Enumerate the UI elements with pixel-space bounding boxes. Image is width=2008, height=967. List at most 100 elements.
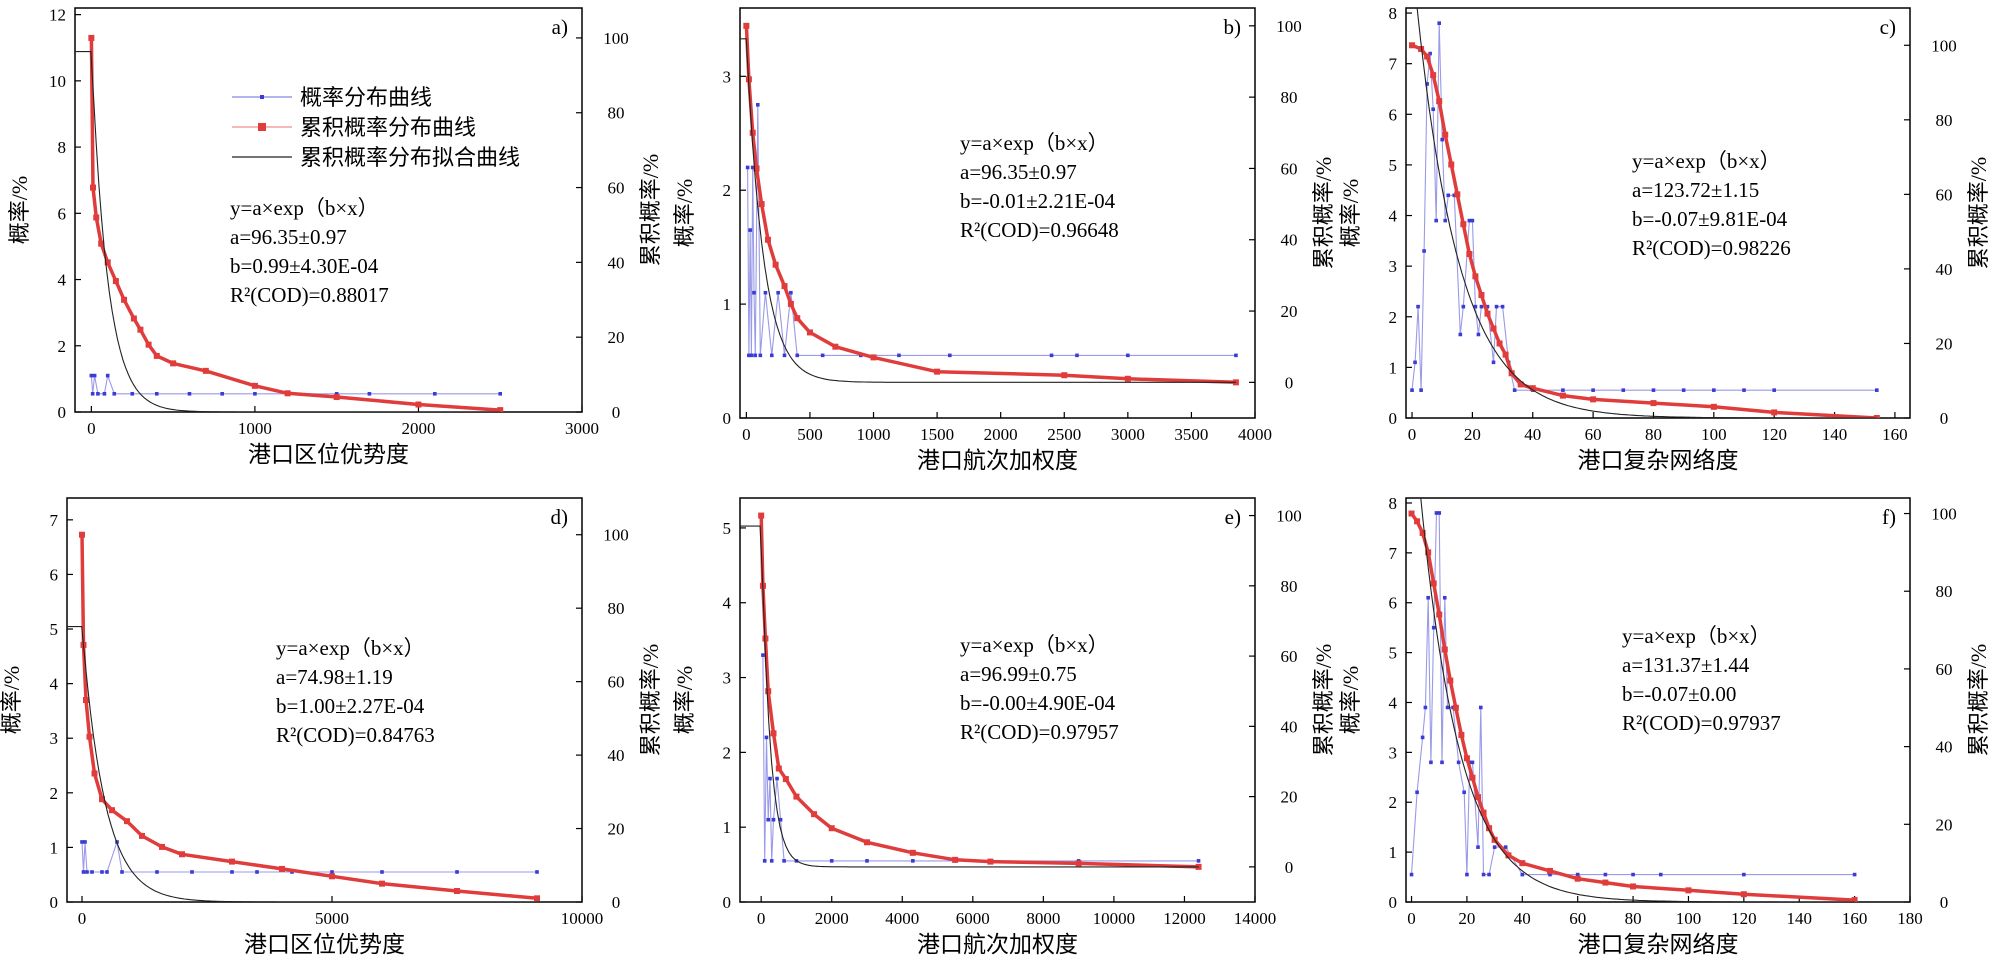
fit-equation-line: y=a×exp（b×x） [960,633,1109,657]
pdf-point [1429,760,1433,765]
fit-equation-line: R²(COD)=0.84763 [276,723,435,747]
pdf-point [1452,193,1457,198]
y-tick-label: 1 [1389,358,1398,377]
y-axis-label: 概率/% [672,179,697,247]
cdf-point [1466,251,1473,257]
pdf-point [367,391,372,396]
y2-axis-label: 累积概率/% [1966,644,1991,756]
y2-tick-label: 60 [1281,647,1298,666]
y2-tick-label: 80 [1936,111,1953,130]
x-axis-label: 港口区位优势度 [244,932,405,957]
pdf-point [775,776,779,781]
x-tick-label: 80 [1625,909,1642,928]
cdf-point [1424,53,1431,60]
pdf-point [782,859,786,863]
pdf-point [768,776,772,781]
cdf-point [159,843,165,850]
cdf-point [1478,292,1485,298]
fit-equation-line: a=96.99±0.75 [960,662,1077,686]
cdf-point [1873,415,1880,418]
y-tick-label: 1 [723,295,732,314]
x-tick-label: 3500 [1174,425,1208,444]
pdf-point [771,817,776,822]
x-tick-label: 2500 [1047,425,1081,444]
pdf-point [220,391,224,396]
fit-equation-line: y=a×exp（b×x） [1632,149,1781,173]
panel-letter: f) [1882,505,1896,529]
pdf-point [1479,304,1484,309]
x-axis-label: 港口复杂网络度 [1578,932,1739,957]
pdf-point [130,391,135,396]
cdf-point [1441,646,1448,653]
y2-tick-label: 100 [1931,505,1957,524]
cdf-point [762,635,769,642]
y-tick-label: 1 [723,818,732,837]
y-tick-label: 0 [1389,409,1398,428]
y-tick-label: 2 [723,743,732,762]
cdf-point [1454,191,1461,198]
cdf-series-line [89,37,501,412]
panel-letter: e) [1225,505,1241,529]
pdf-point [1440,137,1445,142]
cdf-point [772,261,779,268]
cdf-point [863,839,870,846]
y-tick-label: 12 [49,6,66,25]
pdf-point [253,391,257,396]
y-axis-label: 概率/% [7,176,32,244]
pdf-point [782,353,787,358]
x-tick-label: 140 [1786,909,1812,928]
y-tick-label: 3 [1389,257,1398,276]
pdf-point [761,653,765,657]
chart-panel-b: 0 500 1000 1500 2000 2500 3000 3500 4000 0 1 2 3 0 20 4… [672,7,1336,473]
pdf-point [1431,625,1436,630]
y-tick-label: 5 [1389,644,1398,663]
y-tick-label: 2 [1389,308,1398,327]
y2-axis-label: 累积概率/% [1311,644,1336,756]
x-tick-label: 100 [1701,425,1727,444]
cdf-point [1685,887,1692,894]
plot-frame [1405,7,1911,419]
pdf-point [766,817,771,822]
pdf-point [753,353,758,358]
pdf-point [1426,595,1430,600]
chart-panel-c: 0 20 40 60 80 100 120 140 1600123456780204060801… [1338,4,1991,473]
pdf-point [380,870,384,874]
pdf-point [1410,388,1414,392]
y-tick-label: 4 [1389,693,1398,712]
pdf-point [1520,872,1525,877]
y-tick-label: 10 [49,72,66,91]
y2-tick-label: 60 [1281,159,1298,178]
cdf-point [828,825,835,832]
pdf-point [763,290,768,295]
y2-tick-label: 0 [1940,409,1949,428]
y-tick-label: 8 [1389,494,1398,513]
cdf-point [91,770,98,777]
y-tick-label: 2 [50,784,59,803]
y-tick-label: 6 [50,565,59,584]
pdf-point [948,353,952,358]
fit-equation-line: R²(COD)=0.88017 [230,283,389,307]
cdf-point [1851,897,1858,902]
cdf-point [765,688,772,695]
y2-tick-label: 60 [608,179,625,198]
fit-equation-line: a=123.72±1.15 [1632,178,1759,202]
y2-tick-label: 60 [1936,185,1953,204]
cdf-point [753,165,760,172]
cdf-point [89,184,96,191]
cdf-point [130,315,137,322]
pdf-point [752,290,756,295]
pdf-point [120,870,124,874]
pdf-point [829,859,834,863]
pdf-point [865,859,869,863]
x-tick-label: 160 [1882,425,1908,444]
fit-equation-line: b=1.00±2.27E-04 [276,694,425,718]
x-tick-label: 10000 [561,909,604,928]
pdf-point [1196,859,1201,863]
fit-equation-line: b=-0.07±9.81E-04 [1632,207,1788,231]
cdf-point [1124,375,1131,382]
x-axis-label: 港口航次加权度 [917,932,1078,957]
pdf-point [1621,388,1626,392]
y2-tick-label: 0 [1285,373,1294,392]
cdf-point [88,34,95,41]
pdf-point [1126,353,1130,358]
